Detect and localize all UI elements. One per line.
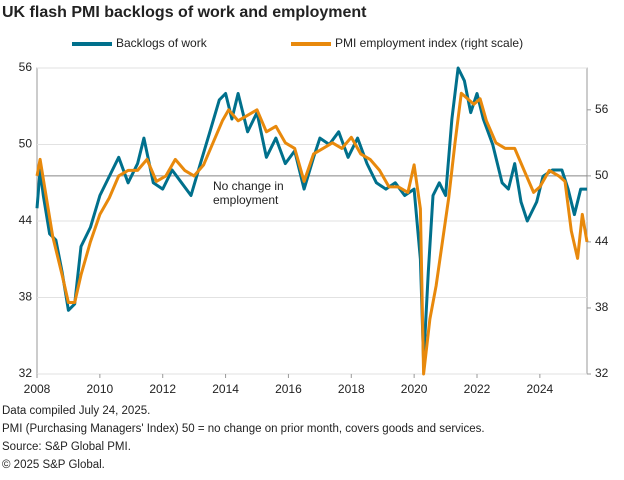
chart-title: UK flash PMI backlogs of work and employ… [2,4,367,21]
x-tick-label: 2014 [212,382,239,396]
y-tick-label: 56 [19,60,33,74]
series-line [35,66,587,363]
y2-tick-label: 32 [595,366,609,380]
x-tick-label: 2016 [275,382,302,396]
legend-label: Backlogs of work [116,36,208,50]
legend-label: PMI employment index (right scale) [335,36,523,50]
note: © 2025 S&P Global. [2,459,105,471]
y-tick-label: 38 [19,290,33,304]
x-tick-label: 2024 [527,382,554,396]
x-tick-label: 2012 [149,382,176,396]
y2-tick-label: 50 [595,168,609,182]
note: Source: S&P Global PMI. [2,441,131,453]
x-tick-label: 2018 [338,382,365,396]
chart: UK flash PMI backlogs of work and employ… [2,4,609,396]
x-tick-label: 2008 [24,382,51,396]
annotation: No change in employment [213,179,284,207]
y-tick-label: 32 [19,366,33,380]
y-tick-label: 44 [19,213,33,227]
series-line [35,91,589,376]
y-tick-label: 50 [19,137,33,151]
x-tick-label: 2020 [401,382,428,396]
y2-tick-label: 56 [595,102,609,116]
note: Data compiled July 24, 2025. [2,405,151,417]
x-tick-label: 2010 [87,382,114,396]
x-tick-label: 2022 [464,382,491,396]
note: PMI (Purchasing Managers' Index) 50 = no… [2,423,485,435]
y2-tick-label: 38 [595,300,609,314]
y2-tick-label: 44 [595,234,609,248]
